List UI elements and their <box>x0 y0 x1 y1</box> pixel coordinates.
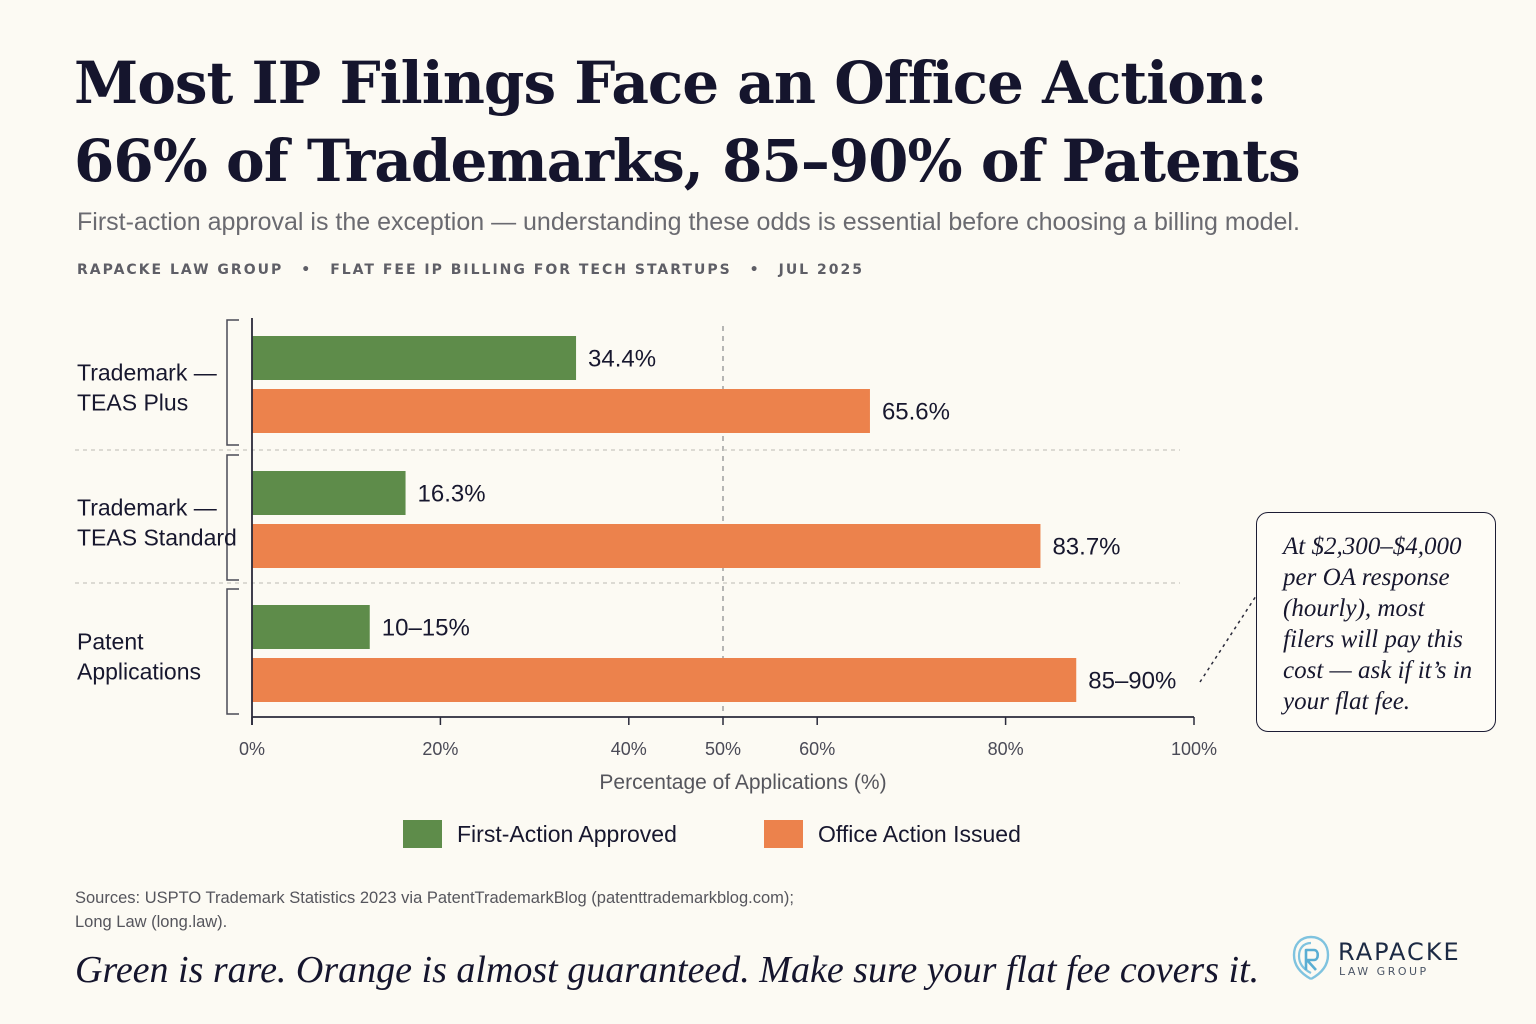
meta-separator: • <box>301 262 313 278</box>
legend-label: First-Action Approved <box>457 821 677 847</box>
x-tick-label: 100% <box>1171 739 1217 759</box>
sources-note: Sources: USPTO Trademark Statistics 2023… <box>75 886 975 934</box>
bar-approved <box>252 605 370 649</box>
x-tick-label: 50% <box>705 739 741 759</box>
sources-line-1: Sources: USPTO Trademark Statistics 2023… <box>75 889 794 907</box>
x-axis-title: Percentage of Applications (%) <box>599 771 886 794</box>
bar-value-label: 16.3% <box>418 480 486 507</box>
category-bracket <box>226 454 239 581</box>
logo-mark-icon <box>1292 935 1330 981</box>
callout-box: At $2,300–$4,000 per OA response (hourly… <box>1256 512 1496 732</box>
bar-value-label: 85–90% <box>1088 667 1176 694</box>
legend-swatch-office-action <box>764 820 803 848</box>
bar-approved <box>252 336 577 380</box>
sources-line-2: Long Law (long.law). <box>75 913 228 931</box>
bar-value-label: 34.4% <box>588 345 656 372</box>
x-tick-label: 20% <box>422 739 458 759</box>
bar-approved <box>252 471 406 515</box>
meta-firm: RAPACKE LAW GROUP <box>77 262 284 278</box>
legend-swatch-approved <box>403 820 442 848</box>
bar-office-action <box>252 658 1077 702</box>
meta-separator: • <box>749 262 761 278</box>
category-label: Patent <box>77 629 144 655</box>
title-line-2: 66% of Trademarks, 85–90% of Patents <box>74 127 1301 195</box>
bar-office-action <box>252 389 870 433</box>
meta-line: RAPACKE LAW GROUP • FLAT FEE IP BILLING FO… <box>77 262 864 278</box>
category-label: Applications <box>77 659 201 685</box>
meta-date: JUL 2025 <box>778 262 864 278</box>
bar-office-action <box>252 524 1041 568</box>
bar-value-label: 83.7% <box>1052 533 1120 560</box>
category-label: Trademark — <box>77 495 217 521</box>
meta-topic: FLAT FEE IP BILLING FOR TECH STARTUPS <box>330 262 732 278</box>
category-label: Trademark — <box>77 360 217 386</box>
bar-value-label: 10–15% <box>382 614 470 641</box>
x-tick-label: 0% <box>239 739 265 759</box>
logo-subtitle: LAW GROUP <box>1339 965 1429 978</box>
bar-value-label: 65.6% <box>882 398 950 425</box>
category-label: TEAS Standard <box>77 525 237 551</box>
category-bracket <box>226 588 239 715</box>
title-line-1: Most IP Filings Face an Office Action: <box>74 49 1268 117</box>
company-logo: RAPACKE LAW GROUP <box>1290 934 1490 988</box>
logo-name: RAPACKE <box>1338 938 1461 966</box>
category-label: TEAS Plus <box>77 390 188 416</box>
x-tick-label: 80% <box>988 739 1024 759</box>
page-title: Most IP Filings Face an Office Action: 6… <box>74 44 1494 200</box>
page-subtitle: First-action approval is the exception —… <box>77 208 1300 236</box>
callout-connector <box>1199 595 1257 683</box>
x-tick-label: 60% <box>799 739 835 759</box>
x-tick-label: 40% <box>611 739 647 759</box>
tagline: Green is rare. Orange is almost guarante… <box>75 949 1260 991</box>
legend-label: Office Action Issued <box>818 821 1021 847</box>
category-bracket <box>226 319 239 446</box>
